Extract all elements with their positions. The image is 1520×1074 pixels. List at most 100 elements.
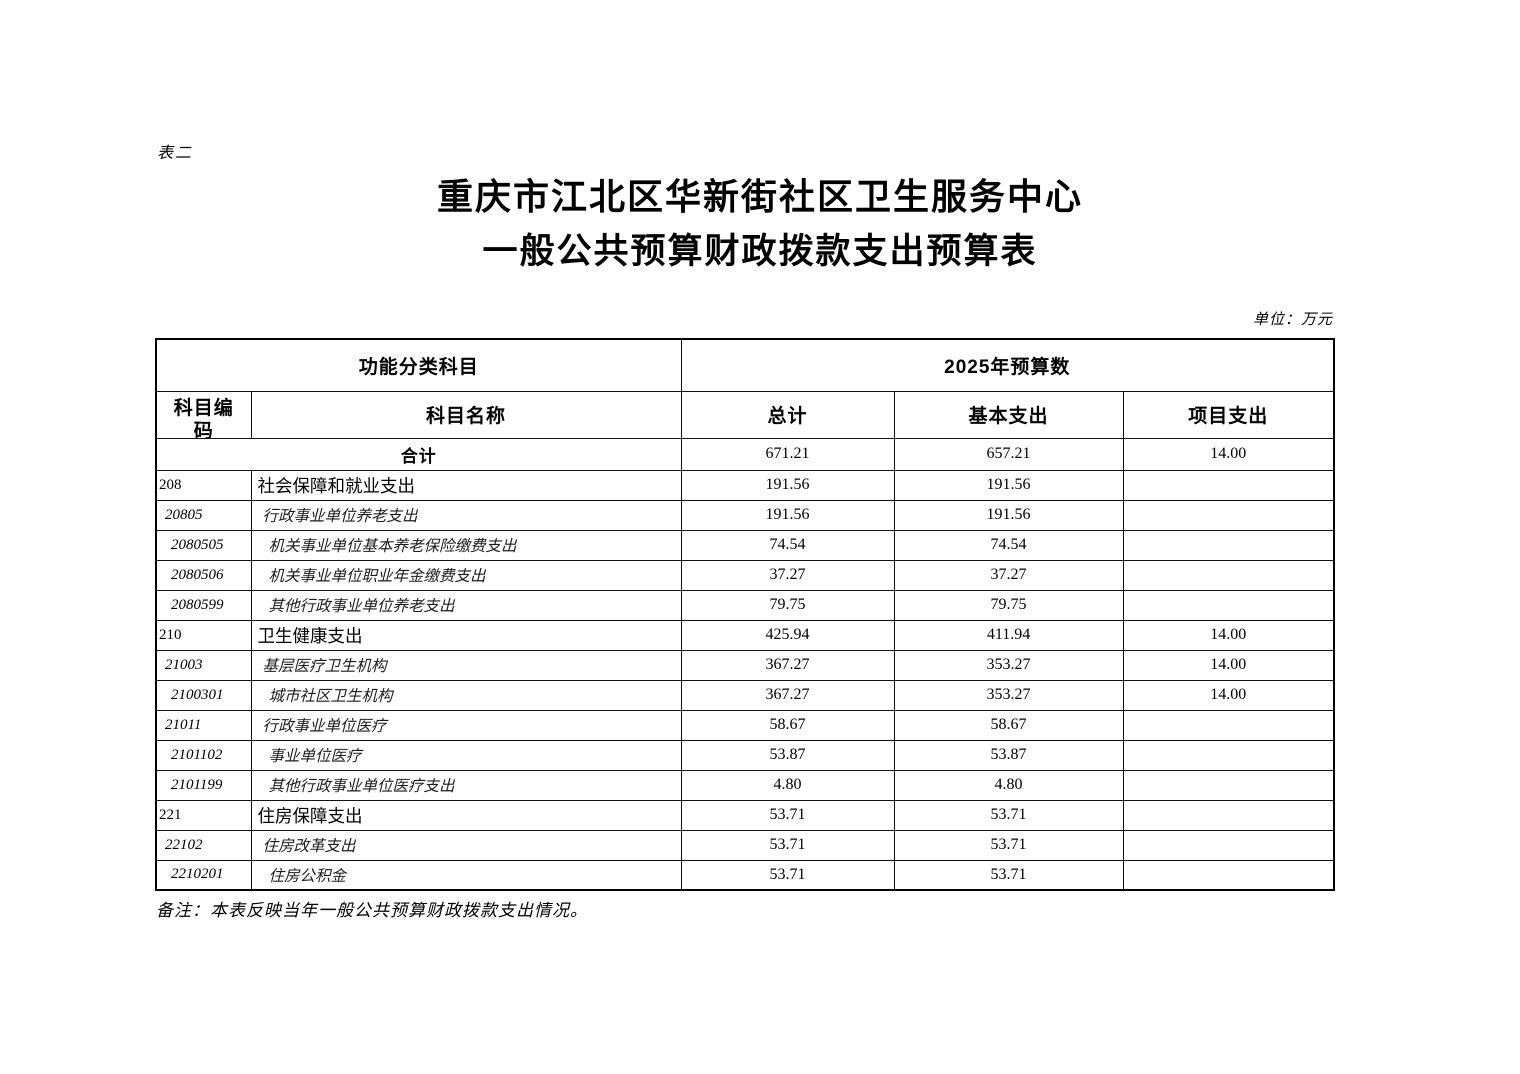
project-expense-cell [1122,739,1335,771]
project-expense-cell [1122,499,1335,531]
subject-name-cell: 基层医疗卫生机构 [250,649,682,681]
header-basic-expense: 基本支出 [893,390,1124,439]
basic-expense-cell: 53.71 [893,859,1124,891]
subject-name-cell: 行政事业单位养老支出 [250,499,682,531]
basic-expense-cell: 191.56 [893,499,1124,531]
project-expense-cell [1122,559,1335,591]
total-cell: 191.56 [680,469,895,501]
subject-name-cell: 住房公积金 [250,859,682,891]
title-table-name: 一般公共预算财政拨款支出预算表 [482,232,1038,271]
table-row: 2080599 其他行政事业单位养老支出 79.75 79.75 [155,589,1335,621]
total-cell: 53.71 [680,859,895,891]
subject-code-cell: 2101199 [155,769,252,801]
basic-expense-cell: 53.87 [893,739,1124,771]
table-row: 210 卫生健康支出 425.94 411.94 14.00 [155,619,1335,651]
total-cell: 425.94 [680,619,895,651]
total-cell: 53.71 [680,799,895,831]
subject-code-cell: 2080506 [155,559,252,591]
subject-name-cell: 机关事业单位职业年金缴费支出 [250,559,682,591]
project-expense-cell: 14.00 [1122,649,1335,681]
table-row: 21003 基层医疗卫生机构 367.27 353.27 14.00 [155,649,1335,681]
subject-name-cell: 住房改革支出 [250,829,682,861]
table-row: 2080506 机关事业单位职业年金缴费支出 37.27 37.27 [155,559,1335,591]
subject-code-cell: 2100301 [155,679,252,711]
header-budget-2025: 2025年预算数 [680,338,1335,392]
subject-name-cell: 机关事业单位基本养老保险缴费支出 [250,529,682,561]
header-project-expense: 项目支出 [1122,390,1335,439]
table-row: 22102 住房改革支出 53.71 53.71 [155,829,1335,861]
basic-expense-cell: 58.67 [893,709,1124,741]
total-cell: 367.27 [680,649,895,681]
subject-code-cell: 20805 [155,499,252,531]
subject-name-cell: 社会保障和就业支出 [250,469,682,501]
table-row: 2210201 住房公积金 53.71 53.71 [155,859,1335,891]
subject-code-cell: 221 [155,799,252,831]
subject-code-cell: 208 [155,469,252,501]
total-cell: 191.56 [680,499,895,531]
total-cell: 367.27 [680,679,895,711]
table-row: 2100301 城市社区卫生机构 367.27 353.27 14.00 [155,679,1335,711]
basic-expense-cell: 4.80 [893,769,1124,801]
subject-code-cell: 210 [155,619,252,651]
subject-code-clip: 科目编码 [157,392,250,438]
subject-code-text: 科目编码 [173,397,234,438]
footnote: 备注：本表反映当年一般公共预算财政拨款支出情况。 [156,901,588,920]
subject-code-cell: 22102 [155,829,252,861]
total-cell: 53.87 [680,739,895,771]
project-expense-cell [1122,769,1335,801]
grand-total-label: 合计 [155,437,682,471]
subject-code-cell: 2080505 [155,529,252,561]
subject-name-cell: 其他行政事业单位养老支出 [250,589,682,621]
table-row: 221 住房保障支出 53.71 53.71 [155,799,1335,831]
project-expense-cell [1122,529,1335,561]
project-expense-cell [1122,709,1335,741]
grand-total-row: 合计 671.21 657.21 14.00 [155,437,1335,471]
subject-name-cell: 事业单位医疗 [250,739,682,771]
table-row: 2101102 事业单位医疗 53.87 53.87 [155,739,1335,771]
header-columns-row: 科目编码 科目名称 总计 基本支出 项目支出 [155,390,1335,439]
basic-expense-cell: 191.56 [893,469,1124,501]
budget-table-header: 功能分类科目 2025年预算数 科目编码 科目名称 总计 基本支出 项目支出 [155,338,1335,439]
budget-table: 功能分类科目 2025年预算数 科目编码 科目名称 总计 基本支出 项目支出 合… [155,338,1336,891]
project-expense-cell [1122,859,1335,891]
subject-code-cell: 2080599 [155,589,252,621]
subject-code-cell: 21003 [155,649,252,681]
header-functional-classification: 功能分类科目 [155,338,682,392]
header-subject-name: 科目名称 [250,390,682,439]
basic-expense-cell: 79.75 [893,589,1124,621]
unit-note: 单位：万元 [1252,312,1333,328]
subject-name-cell: 卫生健康支出 [250,619,682,651]
header-subject-code: 科目编码 [155,390,252,439]
table-row: 20805 行政事业单位养老支出 191.56 191.56 [155,499,1335,531]
grand-total-basic: 657.21 [893,437,1124,471]
header-group-row: 功能分类科目 2025年预算数 [155,338,1335,392]
header-total: 总计 [680,390,895,439]
table-row: 208 社会保障和就业支出 191.56 191.56 [155,469,1335,501]
basic-expense-cell: 353.27 [893,679,1124,711]
subject-name-cell: 住房保障支出 [250,799,682,831]
total-cell: 4.80 [680,769,895,801]
subject-name-cell: 行政事业单位医疗 [250,709,682,741]
basic-expense-cell: 53.71 [893,799,1124,831]
project-expense-cell [1122,589,1335,621]
project-expense-cell [1122,469,1335,501]
grand-total-amount: 671.21 [680,437,895,471]
subject-name-cell: 其他行政事业单位医疗支出 [250,769,682,801]
table-row: 21011 行政事业单位医疗 58.67 58.67 [155,709,1335,741]
subject-code-cell: 21011 [155,709,252,741]
project-expense-cell [1122,829,1335,861]
project-expense-cell [1122,799,1335,831]
total-cell: 53.71 [680,829,895,861]
budget-rows: 合计 671.21 657.21 14.00 208 社会保障和就业支出 191… [155,437,1335,891]
basic-expense-cell: 74.54 [893,529,1124,561]
basic-expense-cell: 53.71 [893,829,1124,861]
basic-expense-cell: 411.94 [893,619,1124,651]
grand-total-project: 14.00 [1122,437,1335,471]
subject-code-cell: 2101102 [155,739,252,771]
title-org-name: 重庆市江北区华新街社区卫生服务中心 [436,177,1083,217]
total-cell: 37.27 [680,559,895,591]
table-row: 2080505 机关事业单位基本养老保险缴费支出 74.54 74.54 [155,529,1335,561]
basic-expense-cell: 37.27 [893,559,1124,591]
subject-code-cell: 2210201 [155,859,252,891]
